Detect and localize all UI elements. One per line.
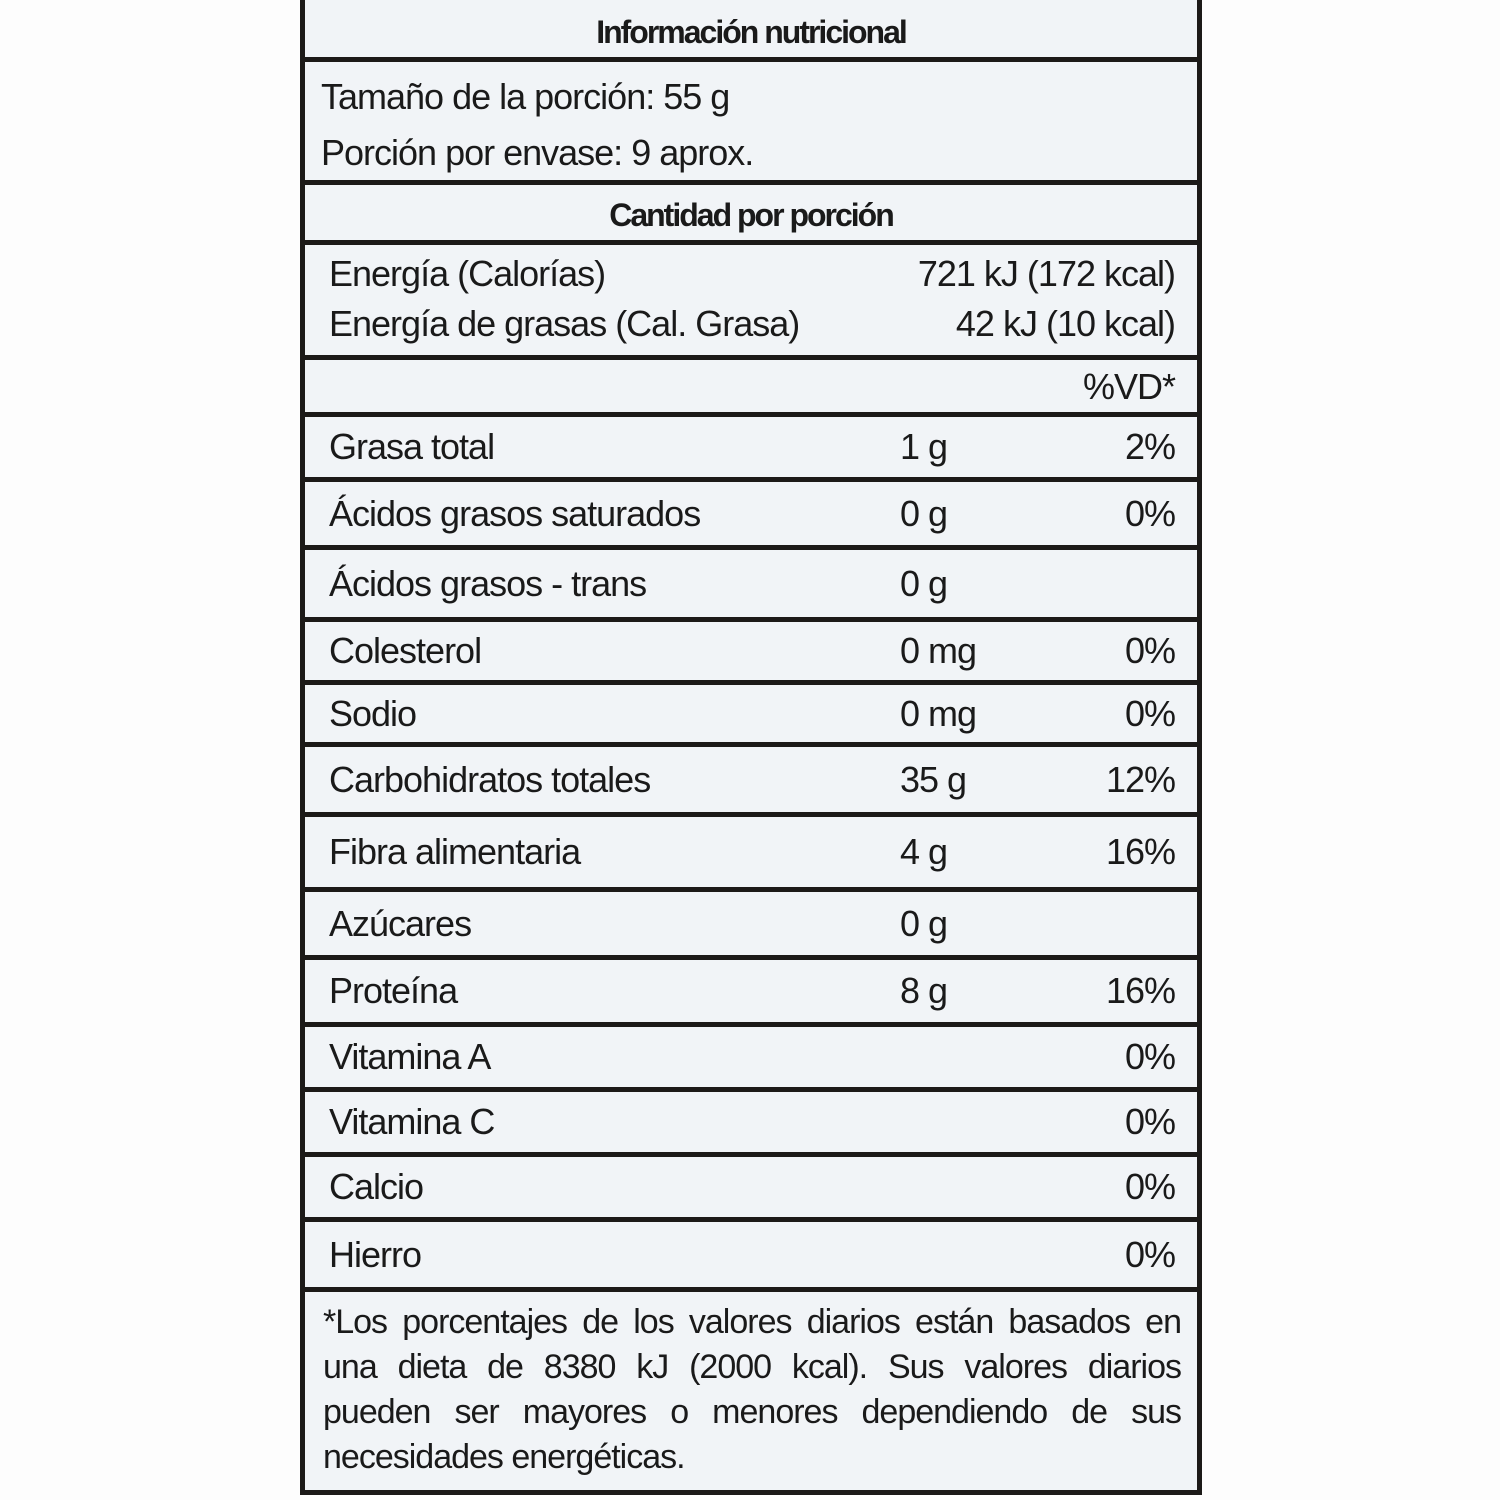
servings-per-container: Porción por envase: 9 aprox.: [321, 132, 754, 173]
nutrient-name: Colesterol: [329, 630, 482, 671]
nutrient-name: Fibra alimentaria: [329, 831, 581, 872]
amount-header-row: Cantidad por porción: [305, 185, 1197, 245]
dv-header: %VD*: [1082, 366, 1176, 407]
fat-energy-label: Energía de grasas (Cal. Grasa): [329, 303, 800, 344]
footnote: *Los porcentajes de los valores diarios …: [323, 1303, 1182, 1476]
nutrient-row: Sodio 0 mg 0%: [305, 685, 1197, 747]
nutrient-name: Calcio: [329, 1166, 424, 1207]
nutrient-row: Fibra alimentaria 4 g 16%: [305, 817, 1197, 892]
nutrient-row: Grasa total 1 g 2%: [305, 417, 1197, 482]
nutrient-name: Ácidos grasos - trans: [329, 562, 647, 604]
label-title: Información nutricional: [596, 14, 908, 50]
nutrient-dv: 0%: [1124, 1233, 1176, 1275]
nutrition-facts-label: Información nutricional Tamaño de la por…: [300, 0, 1202, 1495]
nutrient-row: Proteína 8 g 16%: [305, 960, 1197, 1027]
nutrient-row: Vitamina A 0%: [305, 1027, 1197, 1092]
serving-size: Tamaño de la porción: 55 g: [321, 76, 730, 117]
nutrient-row: Carbohidratos totales 35 g 12%: [305, 747, 1197, 817]
nutrient-amount: 0 mg: [900, 630, 977, 671]
nutrient-dv: 0%: [1124, 692, 1176, 734]
nutrient-row: Ácidos grasos saturados 0 g 0%: [305, 482, 1197, 550]
nutrient-name: Hierro: [329, 1233, 422, 1275]
nutrient-dv: 0%: [1124, 1166, 1176, 1207]
nutrient-dv: 16%: [1105, 970, 1176, 1011]
nutrient-row: Azúcares 0 g: [305, 892, 1197, 960]
nutrient-name: Proteína: [329, 970, 458, 1011]
nutrient-dv: 0%: [1124, 492, 1176, 534]
nutrient-name: Sodio: [329, 692, 417, 734]
energy-rows: Energía (Calorías) 721 kJ (172 kcal) Ene…: [305, 245, 1197, 360]
nutrient-amount: 0 g: [900, 562, 948, 604]
nutrient-name: Grasa total: [329, 426, 495, 467]
nutrient-name: Vitamina C: [329, 1101, 495, 1142]
nutrient-name: Carbohidratos totales: [329, 758, 651, 800]
nutrient-dv: 0%: [1124, 1101, 1176, 1142]
nutrient-amount: 35 g: [900, 758, 967, 800]
nutrient-row: Ácidos grasos - trans 0 g: [305, 550, 1197, 622]
nutrient-dv: 0%: [1124, 1036, 1176, 1077]
nutrient-amount: 0 g: [900, 902, 948, 944]
energy-value: 721 kJ (172 kcal): [917, 253, 1176, 294]
nutrient-row: Calcio 0%: [305, 1157, 1197, 1222]
fat-energy-value: 42 kJ (10 kcal): [955, 303, 1176, 344]
nutrient-name: Vitamina A: [329, 1036, 491, 1077]
nutrient-dv: 12%: [1105, 758, 1176, 800]
dv-header-row: %VD*: [305, 360, 1197, 417]
nutrient-amount: 8 g: [900, 970, 948, 1011]
nutrient-dv: 16%: [1105, 831, 1176, 872]
energy-label: Energía (Calorías): [329, 253, 606, 294]
amount-per-serving: Cantidad por porción: [609, 197, 895, 233]
nutrient-amount: 1 g: [900, 426, 948, 467]
nutrient-name: Azúcares: [329, 902, 472, 944]
nutrient-row: Colesterol 0 mg 0%: [305, 622, 1197, 685]
nutrient-amount: 0 g: [900, 492, 948, 534]
nutrient-amount: 0 mg: [900, 692, 977, 734]
nutrient-dv: 2%: [1124, 426, 1176, 467]
title-row: Información nutricional: [305, 0, 1197, 62]
nutrient-name: Ácidos grasos saturados: [329, 492, 701, 534]
nutrient-amount: 4 g: [900, 831, 948, 872]
nutrient-row: Hierro 0%: [305, 1222, 1197, 1292]
serving-info: Tamaño de la porción: 55 g Porción por e…: [305, 62, 1197, 185]
nutrient-row: Vitamina C 0%: [305, 1092, 1197, 1157]
nutrient-dv: 0%: [1124, 630, 1176, 671]
